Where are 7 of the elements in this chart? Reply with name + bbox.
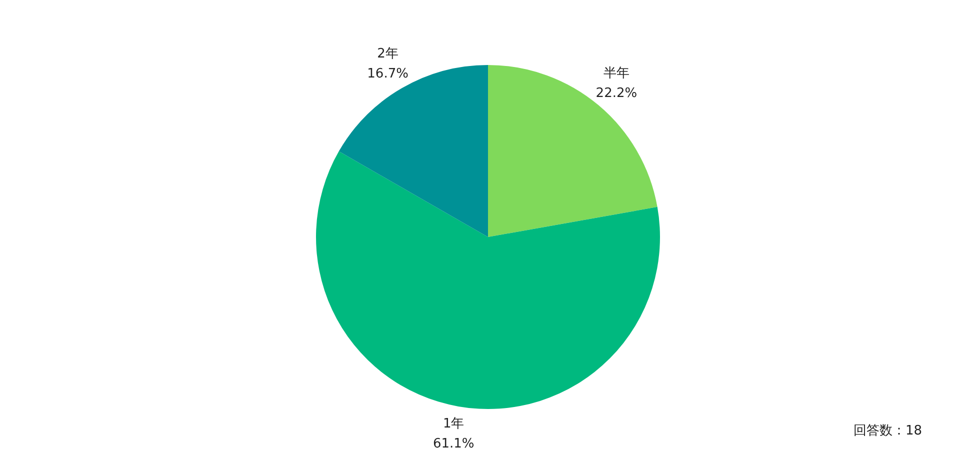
text: 回答数：18	[853, 423, 922, 438]
data-label: 61.1%	[432, 436, 474, 452]
slice-label: 2年	[377, 46, 398, 62]
data-label: 16.7%	[367, 66, 408, 82]
slice-label: 半年	[603, 66, 630, 82]
slice-label: 1年	[442, 416, 464, 432]
data-label: 22.2%	[596, 86, 638, 102]
